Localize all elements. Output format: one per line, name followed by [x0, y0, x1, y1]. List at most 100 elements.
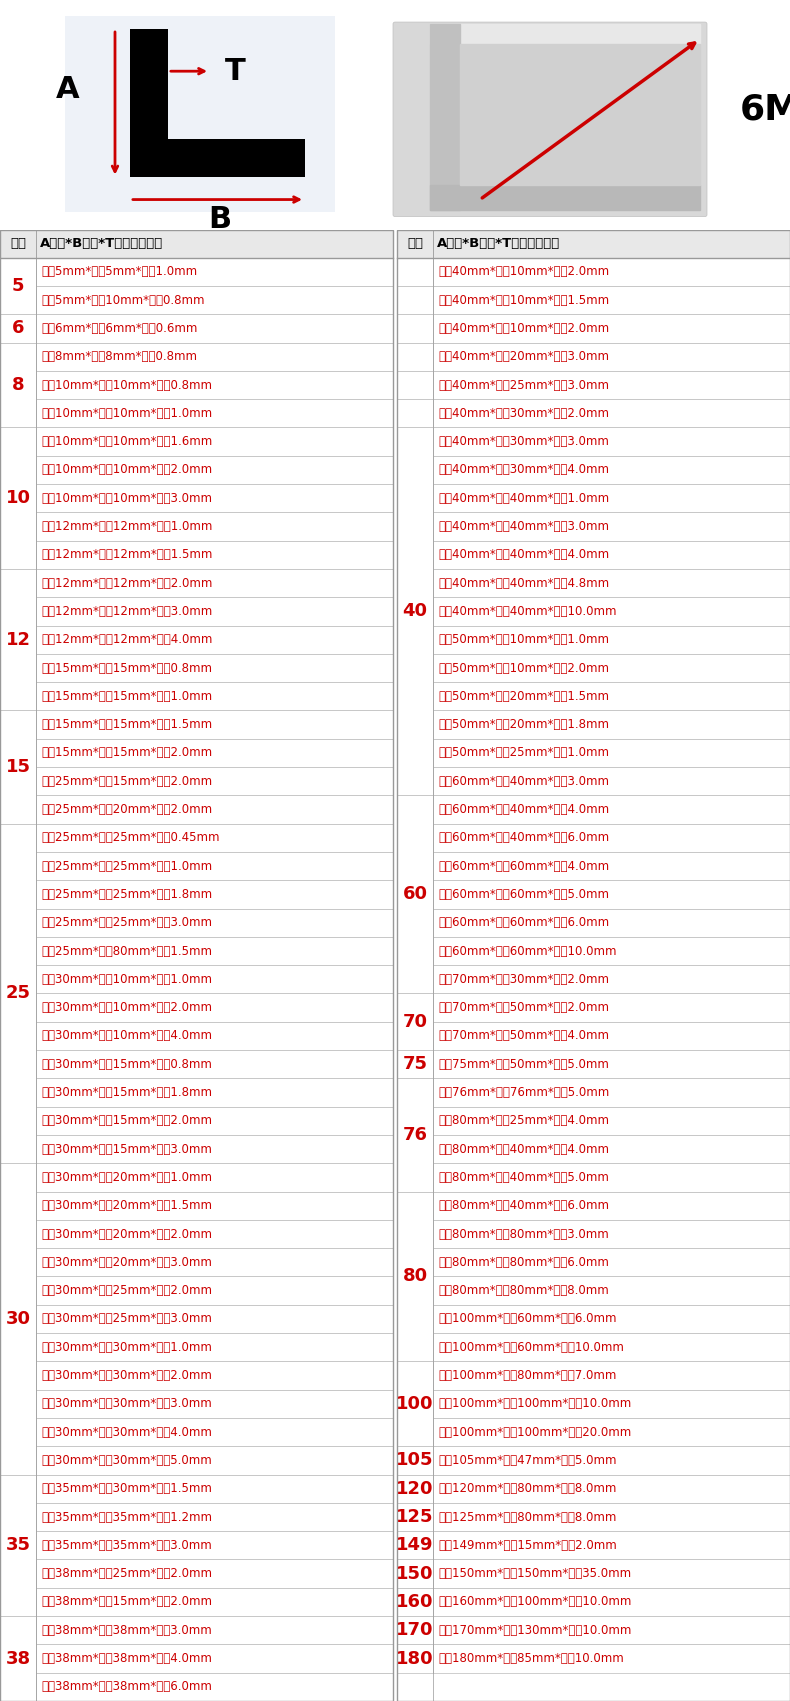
Bar	[433, 653, 790, 682]
Bar	[0, 1616, 36, 1701]
Text: 边长50mm*边长20mm*壁厚1.8mm: 边长50mm*边长20mm*壁厚1.8mm	[438, 718, 609, 731]
Bar	[0, 257, 36, 315]
Text: 边长25mm*边长25mm*壁厚1.8mm: 边长25mm*边长25mm*壁厚1.8mm	[41, 888, 213, 902]
Bar	[397, 1504, 433, 1531]
Bar	[36, 1334, 393, 1361]
Bar	[433, 286, 790, 315]
Bar	[397, 1616, 433, 1645]
Bar	[130, 139, 305, 177]
Text: 边长25mm*边长80mm*壁厚1.5mm: 边长25mm*边长80mm*壁厚1.5mm	[41, 944, 212, 958]
Text: 边长8mm*边长8mm*壁厚0.8mm: 边长8mm*边长8mm*壁厚0.8mm	[41, 350, 197, 364]
Bar	[433, 1334, 790, 1361]
Text: 边长40mm*边长30mm*壁厚4.0mm: 边长40mm*边长30mm*壁厚4.0mm	[438, 463, 609, 476]
Text: 边长70mm*边长50mm*壁厚2.0mm: 边长70mm*边长50mm*壁厚2.0mm	[438, 1002, 609, 1014]
Bar	[433, 711, 790, 738]
Text: 边长30mm*边长15mm*壁厚0.8mm: 边长30mm*边长15mm*壁厚0.8mm	[41, 1058, 212, 1070]
Bar	[36, 993, 393, 1022]
Text: 边长80mm*边长25mm*壁厚4.0mm: 边长80mm*边长25mm*壁厚4.0mm	[438, 1114, 609, 1128]
Text: 边长40mm*边长30mm*壁厚2.0mm: 边长40mm*边长30mm*壁厚2.0mm	[438, 407, 609, 420]
Text: 边长15mm*边长15mm*壁厚2.0mm: 边长15mm*边长15mm*壁厚2.0mm	[41, 747, 213, 759]
Text: 边长100mm*边长60mm*壁厚6.0mm: 边长100mm*边长60mm*壁厚6.0mm	[438, 1313, 616, 1325]
Text: 边长12mm*边长12mm*壁厚4.0mm: 边长12mm*边长12mm*壁厚4.0mm	[41, 633, 213, 646]
Bar	[433, 512, 790, 541]
Text: 边长120mm*边长80mm*壁厚8.0mm: 边长120mm*边长80mm*壁厚8.0mm	[438, 1482, 616, 1495]
Bar	[36, 371, 393, 400]
Text: 76: 76	[402, 1126, 427, 1145]
Text: 边长180mm*边长85mm*壁厚10.0mm: 边长180mm*边长85mm*壁厚10.0mm	[438, 1652, 624, 1665]
Bar	[433, 823, 790, 852]
Text: 边长70mm*边长30mm*壁厚2.0mm: 边长70mm*边长30mm*壁厚2.0mm	[438, 973, 609, 987]
Text: 边长30mm*边长30mm*壁厚1.0mm: 边长30mm*边长30mm*壁厚1.0mm	[41, 1340, 212, 1354]
Text: 规格: 规格	[407, 236, 423, 250]
Bar	[397, 1192, 433, 1361]
Text: 边长100mm*边长60mm*壁厚10.0mm: 边长100mm*边长60mm*壁厚10.0mm	[438, 1340, 624, 1354]
Bar	[36, 908, 393, 937]
Text: 边长25mm*边长25mm*壁厚0.45mm: 边长25mm*边长25mm*壁厚0.45mm	[41, 832, 220, 844]
Bar	[433, 1560, 790, 1587]
Text: 边长12mm*边长12mm*壁厚2.0mm: 边长12mm*边长12mm*壁厚2.0mm	[41, 577, 213, 590]
Text: 边长38mm*边长38mm*壁厚4.0mm: 边长38mm*边长38mm*壁厚4.0mm	[41, 1652, 212, 1665]
Text: 边长10mm*边长10mm*壁厚0.8mm: 边长10mm*边长10mm*壁厚0.8mm	[41, 379, 212, 391]
Bar	[36, 1192, 393, 1220]
Text: 边长40mm*边长40mm*壁厚4.8mm: 边长40mm*边长40mm*壁厚4.8mm	[438, 577, 609, 590]
Bar	[433, 1390, 790, 1419]
Bar	[433, 541, 790, 568]
Bar	[397, 993, 433, 1050]
Text: 边长38mm*边长25mm*壁厚2.0mm: 边长38mm*边长25mm*壁厚2.0mm	[41, 1567, 212, 1580]
Text: 75: 75	[402, 1055, 427, 1073]
Bar	[433, 257, 790, 286]
Bar	[433, 1107, 790, 1135]
Bar	[36, 257, 393, 286]
Text: A边长*B边长*T壁厚（毫米）: A边长*B边长*T壁厚（毫米）	[437, 236, 560, 250]
Text: 边长50mm*边长10mm*壁厚1.0mm: 边长50mm*边长10mm*壁厚1.0mm	[438, 633, 609, 646]
Bar	[36, 823, 393, 852]
Bar	[397, 342, 433, 371]
Bar	[397, 286, 433, 315]
Bar	[36, 1305, 393, 1334]
Text: 边长150mm*边长150mm*壁厚35.0mm: 边长150mm*边长150mm*壁厚35.0mm	[438, 1567, 631, 1580]
Text: 边长50mm*边长25mm*壁厚1.0mm: 边长50mm*边长25mm*壁厚1.0mm	[438, 747, 609, 759]
Text: T: T	[224, 56, 246, 85]
Bar	[36, 1672, 393, 1701]
Text: 边长35mm*边长35mm*壁厚1.2mm: 边长35mm*边长35mm*壁厚1.2mm	[41, 1510, 212, 1524]
Text: A: A	[56, 75, 80, 104]
Bar	[433, 1135, 790, 1163]
Bar	[36, 1135, 393, 1163]
Text: 边长10mm*边长10mm*壁厚2.0mm: 边长10mm*边长10mm*壁厚2.0mm	[41, 463, 213, 476]
Text: 边长100mm*边长100mm*壁厚10.0mm: 边长100mm*边长100mm*壁厚10.0mm	[438, 1397, 631, 1410]
Bar	[433, 1276, 790, 1305]
Bar	[433, 852, 790, 881]
Bar	[36, 1616, 393, 1645]
Bar	[397, 315, 433, 342]
Text: 80: 80	[402, 1267, 427, 1286]
Bar	[0, 823, 36, 1163]
Bar	[433, 1050, 790, 1078]
Text: 边长10mm*边长10mm*壁厚1.6mm: 边长10mm*边长10mm*壁厚1.6mm	[41, 435, 213, 447]
Text: 边长40mm*边长10mm*壁厚2.0mm: 边长40mm*边长10mm*壁厚2.0mm	[438, 265, 609, 279]
Bar	[397, 427, 433, 796]
Text: 边长40mm*边长40mm*壁厚4.0mm: 边长40mm*边长40mm*壁厚4.0mm	[438, 548, 609, 561]
Bar	[433, 597, 790, 626]
Bar	[433, 767, 790, 796]
Text: 边长40mm*边长40mm*壁厚1.0mm: 边长40mm*边长40mm*壁厚1.0mm	[438, 492, 609, 505]
Bar	[433, 908, 790, 937]
Text: 边长25mm*边长20mm*壁厚2.0mm: 边长25mm*边长20mm*壁厚2.0mm	[41, 803, 213, 816]
Text: 边长80mm*边长40mm*壁厚4.0mm: 边长80mm*边长40mm*壁厚4.0mm	[438, 1143, 609, 1155]
Polygon shape	[430, 24, 460, 209]
Text: 125: 125	[397, 1509, 434, 1526]
Text: 100: 100	[397, 1395, 434, 1414]
Text: 边长30mm*边长30mm*壁厚2.0mm: 边长30mm*边长30mm*壁厚2.0mm	[41, 1369, 212, 1381]
Bar	[433, 1305, 790, 1334]
Bar	[433, 371, 790, 400]
Text: 边长80mm*边长40mm*壁厚5.0mm: 边长80mm*边长40mm*壁厚5.0mm	[438, 1170, 609, 1184]
Text: 边长80mm*边长80mm*壁厚8.0mm: 边长80mm*边长80mm*壁厚8.0mm	[438, 1284, 609, 1298]
Bar	[433, 993, 790, 1022]
Bar	[0, 711, 36, 823]
Text: A边长*B边长*T壁厚（毫米）: A边长*B边长*T壁厚（毫米）	[40, 236, 164, 250]
Text: 边长60mm*边长40mm*壁厚6.0mm: 边长60mm*边长40mm*壁厚6.0mm	[438, 832, 609, 844]
Text: 边长40mm*边长40mm*壁厚3.0mm: 边长40mm*边长40mm*壁厚3.0mm	[438, 521, 609, 532]
Bar	[397, 371, 433, 400]
Bar	[36, 1504, 393, 1531]
Bar	[433, 1504, 790, 1531]
Bar	[433, 1249, 790, 1276]
